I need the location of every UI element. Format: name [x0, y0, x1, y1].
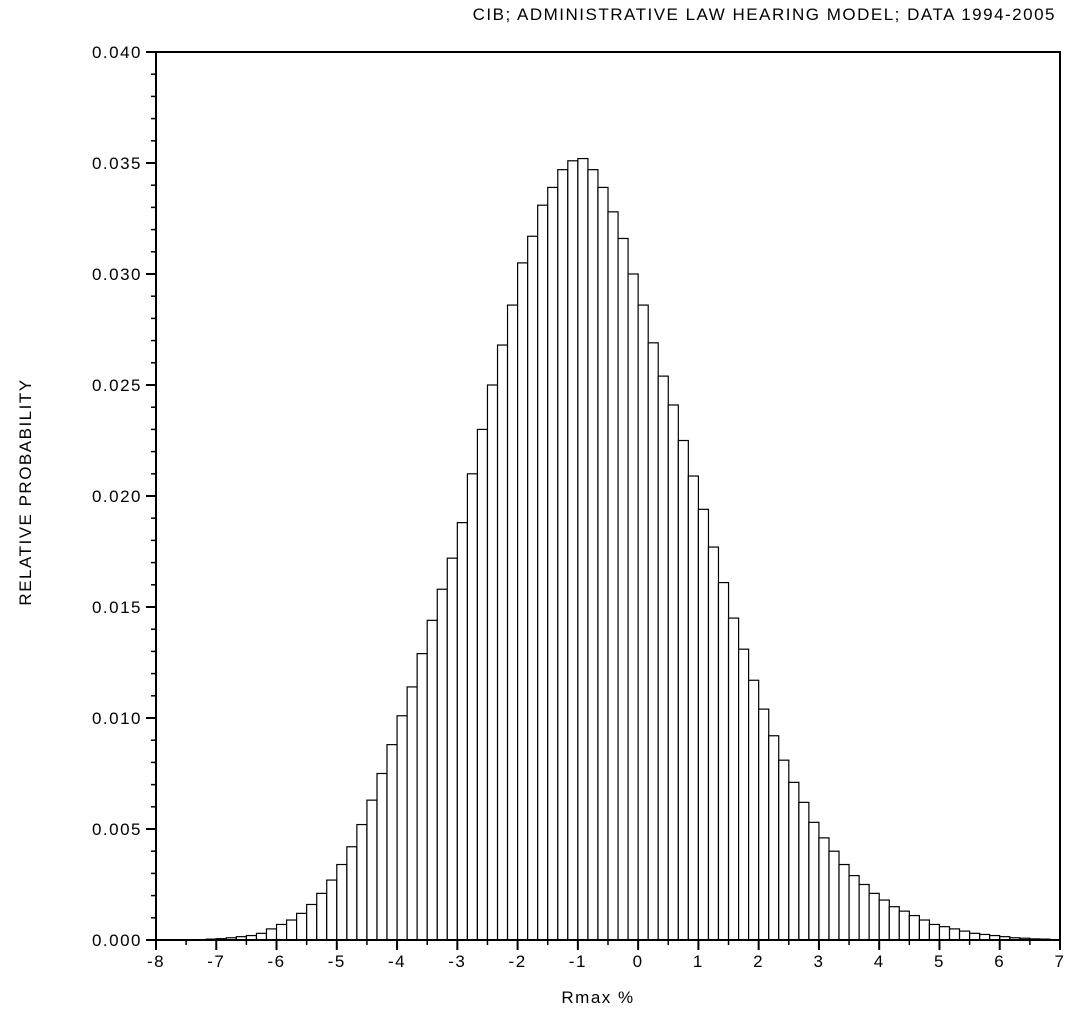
x-tick-label: 7: [1055, 952, 1066, 971]
x-tick-label: 6: [994, 952, 1005, 971]
bar: [858, 883, 870, 941]
bar: [918, 919, 931, 941]
bar: [537, 204, 549, 941]
bar: [366, 799, 378, 941]
bar: [406, 686, 418, 941]
bar: [778, 759, 790, 941]
x-tick-label: -6: [267, 952, 285, 971]
bar: [346, 846, 358, 941]
bar: [567, 160, 579, 941]
y-tick-label: 0.015: [92, 598, 142, 617]
bar: [396, 715, 408, 941]
bar: [296, 912, 308, 941]
bar: [496, 344, 509, 941]
bar: [958, 930, 971, 941]
bar: [748, 679, 760, 941]
y-tick-label: 0.025: [92, 376, 142, 395]
y-tick-label: 0.000: [92, 931, 142, 950]
bar: [527, 235, 539, 941]
bar: [727, 617, 740, 941]
x-tick-label: 4: [874, 952, 885, 971]
bar: [617, 237, 629, 941]
x-axis-label: Rmax %: [561, 988, 634, 1007]
bar: [938, 926, 951, 941]
bar: [426, 619, 438, 941]
bar: [928, 923, 941, 941]
bar: [737, 648, 750, 941]
x-tick-label: -8: [147, 952, 165, 971]
bar: [587, 169, 599, 941]
chart-title: CIB; ADMINISTRATIVE LAW HEARING MODEL; D…: [473, 5, 1056, 24]
bar: [818, 837, 830, 941]
bar: [326, 879, 338, 941]
bar: [657, 375, 669, 941]
x-tick-label: 0: [633, 952, 644, 971]
x-tick-label: 2: [753, 952, 764, 971]
bar: [306, 903, 318, 941]
x-tick-label: 5: [934, 952, 945, 971]
bar: [547, 186, 559, 941]
bar: [416, 653, 428, 941]
bar: [677, 439, 689, 941]
y-tick-label: 0.010: [92, 709, 142, 728]
bar: [948, 928, 961, 941]
bar: [577, 157, 589, 941]
bar: [878, 899, 890, 941]
bar: [697, 508, 710, 941]
bar: [316, 892, 328, 941]
y-tick-label: 0.030: [92, 265, 142, 284]
bar: [888, 906, 900, 941]
bar: [768, 735, 780, 941]
bar: [336, 863, 348, 941]
x-tick-label: -3: [448, 952, 466, 971]
bar: [557, 169, 569, 941]
bar: [516, 262, 529, 941]
bar: [667, 404, 679, 941]
bar: [717, 581, 730, 941]
y-tick-label: 0.005: [92, 820, 142, 839]
bar: [788, 781, 800, 941]
bar: [637, 304, 649, 941]
bar: [386, 744, 398, 941]
y-tick-label: 0.020: [92, 487, 142, 506]
x-tick-label: -1: [569, 952, 587, 971]
bar: [838, 863, 850, 941]
bar: [808, 821, 820, 941]
bar: [476, 428, 489, 941]
x-tick-label: 3: [813, 952, 824, 971]
bar: [687, 475, 699, 941]
bar: [486, 384, 499, 941]
bar: [597, 186, 609, 941]
bar: [868, 892, 880, 941]
x-tick-label: -4: [388, 952, 406, 971]
bar: [627, 273, 639, 941]
bar: [456, 522, 468, 941]
bar: [828, 850, 840, 941]
bar: [647, 342, 659, 941]
y-tick-label: 0.035: [92, 154, 142, 173]
bar: [436, 588, 448, 941]
bar: [758, 708, 770, 941]
x-tick-label: 1: [693, 952, 704, 971]
bar: [898, 910, 910, 941]
bar: [848, 875, 860, 941]
bar: [798, 801, 810, 941]
bar: [285, 919, 298, 941]
bar: [446, 557, 458, 941]
y-tick-label: 0.040: [92, 43, 142, 62]
bar: [908, 914, 920, 941]
x-tick-label: -2: [509, 952, 527, 971]
bar: [265, 928, 278, 941]
bar: [466, 473, 479, 941]
bar: [506, 304, 519, 941]
bar: [707, 546, 720, 941]
bar: [356, 823, 368, 941]
y-axis-label: RELATIVE PROBABILITY: [16, 378, 35, 605]
x-tick-label: -5: [328, 952, 346, 971]
bar: [607, 211, 619, 941]
bar: [275, 923, 288, 941]
bar: [376, 772, 388, 941]
x-tick-label: -7: [207, 952, 225, 971]
